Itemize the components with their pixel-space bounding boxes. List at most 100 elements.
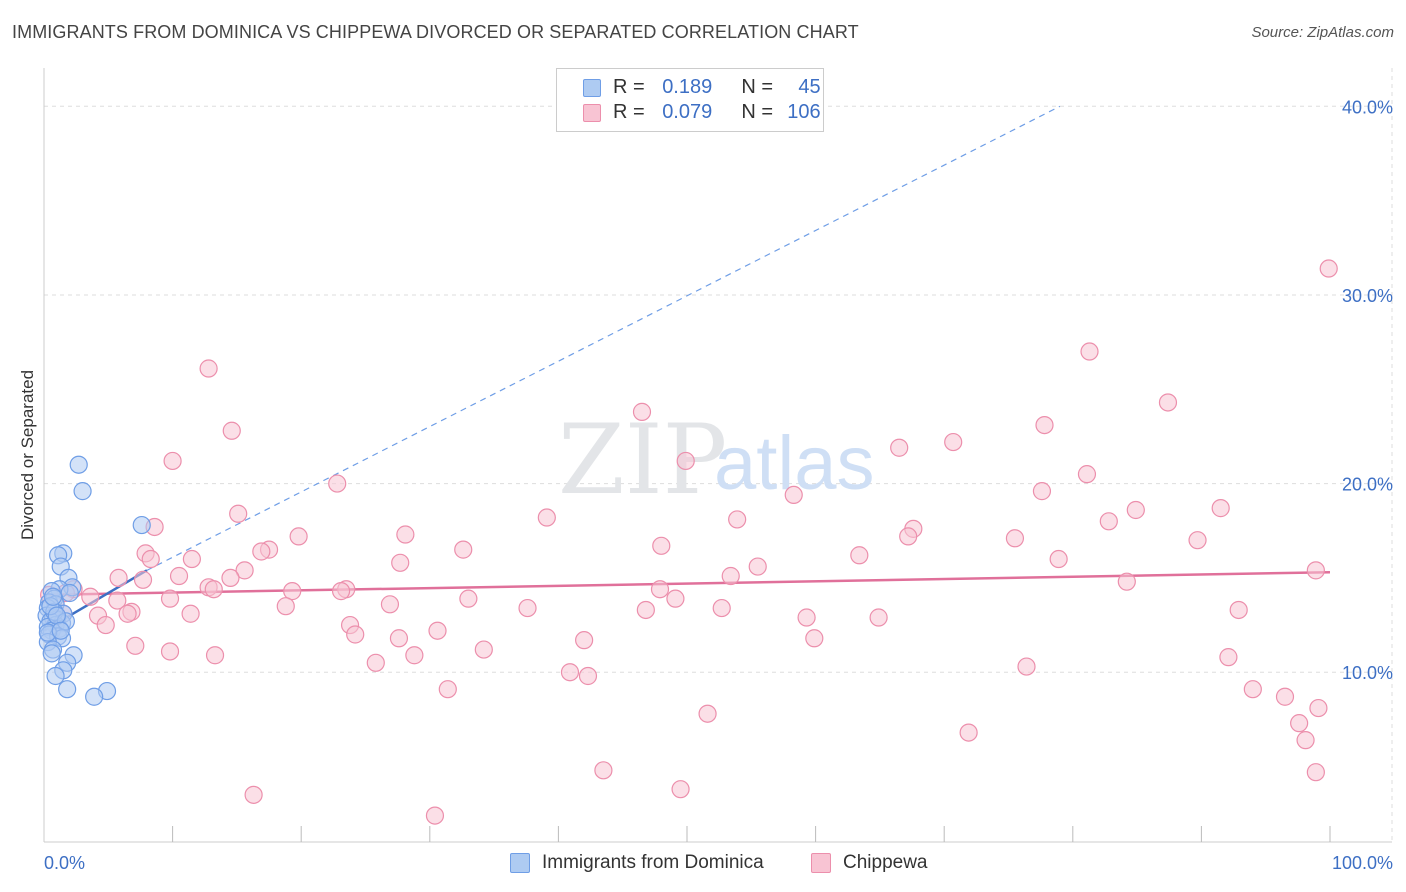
chippewa-point [632,402,652,421]
chippewa-point [425,806,445,825]
chippewa-point [244,785,263,804]
chippewa-point [389,629,409,648]
chippewa-point [1229,600,1248,620]
chippewa-point [96,615,115,635]
legend-stats-chippewa: R = 0.079 N = 106 [613,101,821,124]
chippewa-point [182,549,201,569]
chippewa-point [1049,549,1068,569]
chippewa-point [126,636,145,655]
chippewa-point [163,451,182,471]
dominica-trend-extension [146,105,1061,571]
chippewa-point [1290,714,1309,733]
chippewa-point [698,704,717,723]
chippewa-point [850,546,869,565]
chippewa-point [797,608,816,627]
dominica-point [42,644,61,663]
watermark-zip: ZIP [558,404,727,516]
legend-swatch-chippewa [583,104,601,122]
chippewa-point [1188,531,1207,550]
chippewa-point [1309,698,1328,718]
source-credit: Source: ZipAtlas.com [1251,24,1394,41]
legend-r-value-chippewa: 0.079 [662,101,713,123]
chippewa-point [560,663,580,682]
chippewa-point [396,525,415,544]
dominica-point [43,587,63,606]
bottom-legend-swatch-dominica [510,853,530,873]
chippewa-point [869,608,888,627]
dominica-point [85,687,104,706]
legend-r-value-dominica: 0.189 [662,76,713,98]
chippewa-point [518,598,537,618]
chippewa-point [169,566,189,586]
chippewa-point [784,485,803,504]
chippewa-point [666,589,685,608]
chippewa-point [380,595,400,614]
chippewa-point [235,561,254,580]
chippewa-point [944,432,963,452]
chippewa-point [283,582,302,601]
chippewa-point [1126,500,1145,520]
chippewa-point [428,621,447,640]
chippewa-point [721,566,740,586]
chart-title: IMMIGRANTS FROM DOMINICA VS CHIPPEWA DIV… [12,22,859,42]
chippewa-point [1035,416,1054,435]
chippewa-point [1099,512,1118,531]
y-tick-label: 10.0% [1342,663,1393,683]
chippewa-point [222,421,241,440]
chippewa-point [575,631,594,650]
chippewa-point [204,580,223,599]
chippewa-point [1077,465,1097,484]
chippewa-point [676,451,695,471]
chippewa-point [1117,572,1136,591]
legend-n-value-dominica: 45 [798,76,821,98]
chippewa-point [474,640,493,659]
chippewa-point [1017,657,1036,676]
legend-n-value-chippewa: 106 [787,101,821,123]
dominica-point [69,455,88,474]
chippewa-point [252,542,271,561]
x-tick-label: 100.0% [1332,853,1393,873]
chippewa-point [537,508,556,527]
chippewa-point [1306,763,1325,782]
legend-swatch-dominica [583,79,601,97]
bottom-legend-label-dominica: Immigrants from Dominica [542,852,764,873]
chippewa-point [1005,529,1025,548]
chippewa-point [391,553,410,572]
chippewa-point [346,625,365,644]
chippewa-point [133,570,153,589]
chippewa-point [959,723,978,742]
trend-lines [43,105,1331,632]
chippewa-point [1306,561,1325,580]
legend-r-label: R = [613,76,645,98]
chippewa-point [890,438,909,457]
dominica-point [51,621,70,640]
chippewa-point [181,604,200,623]
chippewa-point [438,680,457,699]
chippewa-point [636,600,655,620]
bottom-legend-swatch-chippewa [811,853,831,873]
axes [43,68,1392,843]
chippewa-point [650,580,670,599]
chippewa-point [454,540,473,559]
chippewa-point [712,598,731,618]
chippewa-point [578,666,598,686]
dominica-point [60,583,79,603]
dominica-point [73,482,92,501]
chippewa-point [108,591,127,610]
chippewa-point [221,568,240,588]
legend-stats-dominica: R = 0.189 N = 45 [613,76,821,99]
chippewa-point [652,536,671,555]
y-tick-label: 40.0% [1342,97,1393,117]
chippewa-point [276,597,295,616]
watermark: ZIP atlas [558,404,875,516]
chippewa-point [1275,687,1295,706]
dominica-point [132,515,151,535]
data-points [37,259,1338,825]
legend-n-label: N = [741,101,774,123]
chippewa-point [1296,731,1315,750]
chippewa-point [1211,499,1230,518]
chippewa-point [331,582,351,601]
chippewa-point [1080,342,1099,361]
chippewa-point [1032,482,1052,501]
